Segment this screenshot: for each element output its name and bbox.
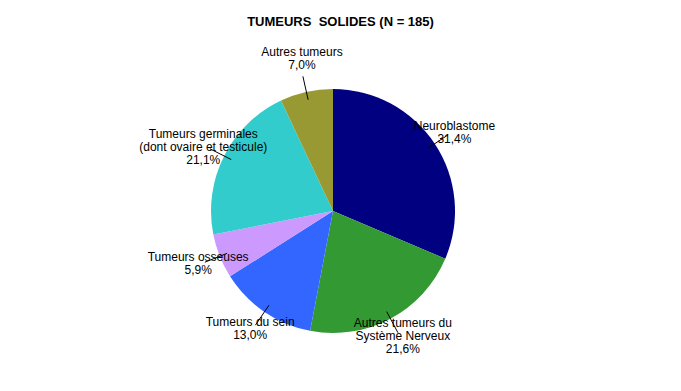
- svg-text:Autres tumeurs7,0%: Autres tumeurs7,0%: [261, 45, 342, 72]
- html-text:TUMEURS SOLIDES (N = 185): TUMEURS SOLIDES (N = 185): [247, 14, 434, 29]
- svg-text:Neuroblastome31,4%: Neuroblastome31,4%: [414, 119, 496, 146]
- svg-text:Tumeurs germinales(dont ovaire: Tumeurs germinales(dont ovaire et testic…: [139, 127, 267, 167]
- svg-text:Tumeurs osseuses5,9%: Tumeurs osseuses5,9%: [148, 250, 249, 277]
- svg-text:Autres tumeurs duSystème Nerve: Autres tumeurs duSystème Nerveux21,6%: [354, 316, 452, 356]
- svg-text:Tumeurs du sein13,0%: Tumeurs du sein13,0%: [206, 315, 295, 342]
